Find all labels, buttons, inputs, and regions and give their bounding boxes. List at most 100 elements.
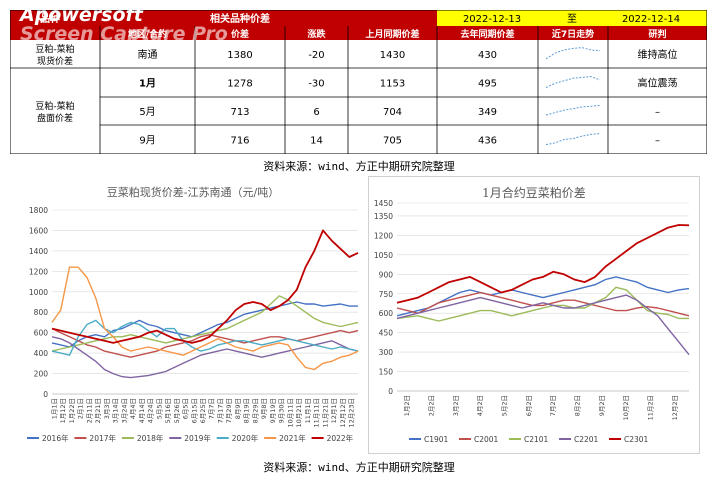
cell-last-year: 430: [478, 50, 497, 61]
legend-label: C2201: [574, 435, 599, 444]
y-tick-label: 300: [379, 348, 394, 357]
x-tick-label: 5月2日: [501, 395, 509, 416]
cell-judgement: 维持高位: [638, 48, 678, 61]
legend-label: 2017年: [89, 433, 116, 443]
x-tick-label: 6月2日: [525, 395, 533, 416]
legend-label: C1901: [424, 435, 449, 444]
group-label: 盘面价差: [37, 112, 73, 124]
x-tick-label: 2月11日: [85, 398, 93, 423]
y-tick-label: 1350: [374, 212, 393, 221]
y-tick-label: 800: [34, 308, 49, 317]
cell-change: -30: [308, 79, 324, 90]
x-tick-label: 12月2日: [671, 395, 679, 420]
x-tick-label: 1月12日: [59, 398, 67, 423]
column-header-bar: [10, 26, 707, 40]
x-tick-label: 2月2日: [428, 395, 436, 416]
x-tick-label: 8月9日: [234, 398, 242, 419]
trend-sparkline: [545, 47, 601, 60]
chart-right: 1月合约豆菜粕价差 0 150 300 450 600 750 900 1050 1200 1350…: [368, 176, 700, 454]
y-tick-label: 1800: [29, 206, 48, 215]
cell-last-month: 1153: [380, 79, 405, 90]
cell-last-year: 349: [478, 107, 497, 118]
watermark: Apowersoft Screen Capture Pro: [20, 6, 228, 44]
chart-left: 豆菜粕现货价差-江苏南通（元/吨） 0 200 400 600 800 1000 1200 14…: [22, 176, 364, 452]
watermark-line2: Screen Capture Pro: [20, 23, 228, 45]
trend-sparkline: [545, 76, 601, 89]
date-start: 2022-12-13: [463, 14, 521, 25]
y-tick-label: 400: [34, 349, 49, 358]
x-tick-label: 11月2日: [647, 395, 655, 420]
x-tick-label: 7月29日: [225, 398, 233, 423]
cell-spread: 1380: [227, 50, 252, 61]
y-tick-label: 1200: [29, 267, 48, 276]
legend-label: 2019年: [184, 433, 211, 443]
column-header: 近7日走势: [552, 28, 594, 40]
date-end: 2022-12-14: [622, 14, 680, 25]
y-tick-label: 1050: [374, 251, 393, 260]
x-tick-label: 9月2日: [598, 395, 606, 416]
x-tick-label: 6月25日: [199, 398, 207, 423]
column-header: 研判: [648, 28, 666, 40]
group-label: 豆粕-菜粕: [35, 100, 74, 112]
series-line-2020年: [51, 319, 359, 356]
x-tick-label: 1月22日: [68, 398, 76, 423]
x-tick-label: 1月1日: [50, 398, 58, 419]
x-tick-label: 11月21日: [321, 398, 329, 428]
x-tick-label: 7月7日: [208, 398, 216, 419]
x-tick-label: 2月1日: [77, 398, 85, 419]
source-note-1: 资料来源：wind、方正中期研究院整理: [263, 160, 455, 173]
cell-region: 南通: [138, 48, 158, 61]
x-tick-label: 2月21日: [94, 398, 102, 423]
y-tick-label: 450: [379, 329, 394, 338]
cell-last-month: 705: [383, 136, 402, 147]
watermark-line1: Apowersoft: [20, 4, 143, 26]
x-tick-label: 4月4日: [129, 398, 137, 419]
x-tick-label: 8月2日: [574, 395, 582, 416]
cell-last-month: 704: [383, 107, 402, 118]
cell-change: 6: [313, 107, 319, 118]
legend-label: 2022年: [327, 433, 354, 443]
group-label: 现货价差: [37, 55, 73, 67]
legend-label: C2001: [474, 435, 499, 444]
x-tick-label: 11月11日: [313, 398, 321, 428]
series-line-2022年: [51, 229, 359, 344]
x-tick-label: 12月12日: [339, 398, 347, 428]
y-tick-label: 0: [388, 387, 393, 396]
cell-judgement: 高位震荡: [638, 77, 678, 90]
legend-label: C2101: [524, 435, 549, 444]
x-tick-label: 3月2日: [452, 395, 460, 416]
x-tick-label: 12月23日: [348, 398, 356, 428]
group-label: 豆粕-菜粕: [35, 43, 74, 55]
series-line-C2301: [396, 224, 690, 304]
price-spread-table: 相关品种价差 品种 2022-12-13 至 2022-12-14 地区/合约 价…: [10, 10, 707, 154]
legend-label: 2018年: [137, 433, 164, 443]
cell-judgement: –: [655, 136, 660, 147]
legend-label: C2301: [624, 435, 649, 444]
cell-judgement: –: [655, 107, 660, 118]
x-tick-label: 3月3日: [103, 398, 111, 419]
column-header: 上月同期价差: [365, 28, 419, 40]
y-tick-label: 600: [379, 309, 394, 318]
series-line-2019年: [51, 336, 359, 379]
y-tick-label: 1000: [29, 288, 48, 297]
y-tick-label: 200: [34, 370, 49, 379]
chart-title: 豆菜粕现货价差-江苏南通（元/吨）: [107, 185, 279, 199]
x-tick-label: 10月21日: [295, 398, 303, 428]
cell-change: 14: [310, 136, 323, 147]
column-header: 涨跌: [307, 28, 326, 40]
x-tick-label: 9月19日: [269, 398, 277, 423]
cell-spread: 713: [230, 107, 249, 118]
x-tick-label: 8月29日: [251, 398, 259, 423]
header-category: 品种: [40, 12, 60, 25]
y-tick-label: 900: [379, 270, 394, 279]
x-tick-label: 4月14日: [138, 398, 146, 423]
x-tick-label: 1月2日: [403, 395, 411, 416]
cell-spread: 1278: [227, 79, 252, 90]
x-tick-label: 4月24日: [147, 398, 155, 423]
x-tick-label: 5月26日: [173, 398, 181, 423]
x-tick-label: 6月5日: [182, 398, 190, 419]
y-tick-label: 0: [43, 390, 48, 399]
x-tick-label: 4月2日: [476, 395, 484, 416]
series-line-C2101: [396, 286, 689, 322]
cell-last-year: 436: [478, 136, 497, 147]
